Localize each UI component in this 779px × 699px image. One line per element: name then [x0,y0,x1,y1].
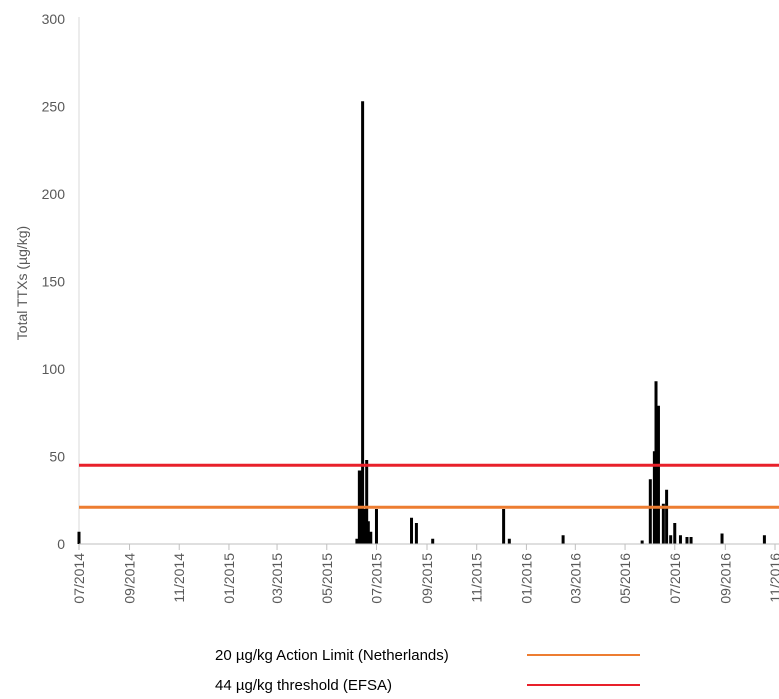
bar [656,405,660,544]
y-tick-label: 0 [57,536,65,552]
bar [669,535,673,544]
bar [654,381,658,544]
bar [431,538,435,544]
bars [77,101,766,544]
bar [720,533,724,544]
bar [366,521,370,544]
bar [665,489,669,544]
x-ticks: 07/2014 09/2014 11/2014 01/2015 03/2015 05/20… [71,544,779,604]
bar [762,535,766,544]
legend: 20 µg/kg Action Limit (Netherlands) 44 µg… [215,647,640,694]
bar [365,460,369,544]
reference-lines [79,463,779,509]
x-tick-label: 07/2015 [368,553,384,604]
bar [77,531,81,544]
bar [507,538,511,544]
y-ticks: 0 50 100 150 200 250 300 [42,11,66,552]
bar [561,535,565,544]
x-tick-label: 11/2016 [767,553,779,603]
bar [640,540,644,544]
bar [369,531,373,544]
bar [502,509,506,544]
y-tick-label: 50 [49,449,65,465]
bar [414,523,418,544]
y-tick-label: 100 [42,361,66,377]
y-axis-label: Total TTXs (µg/kg) [14,226,30,340]
bar [410,517,414,544]
legend-label: 20 µg/kg Action Limit (Netherlands) [215,647,449,664]
x-tick-label: 09/2016 [717,553,733,604]
bar [689,537,693,544]
x-tick-label: 07/2016 [667,553,683,604]
x-tick-label: 03/2016 [567,553,583,604]
bar [363,509,367,544]
legend-label: 44 µg/kg threshold (EFSA) [215,677,392,694]
x-tick-label: 09/2015 [419,553,435,604]
x-tick-label: 11/2015 [469,553,485,603]
bar [685,537,689,544]
y-tick-label: 300 [42,11,66,27]
x-tick-label: 03/2015 [269,553,285,604]
y-tick-label: 200 [42,186,66,202]
bar [661,503,665,544]
x-tick-label: 07/2014 [71,553,87,604]
y-tick-label: 250 [42,99,66,115]
x-tick-label: 11/2014 [171,553,187,603]
bar [374,509,378,544]
bar [355,538,359,544]
x-tick-label: 05/2015 [319,553,335,604]
y-tick-label: 150 [42,274,66,290]
x-tick-label: 01/2016 [518,553,534,604]
bar [652,451,656,544]
x-tick-label: 01/2015 [221,553,237,604]
bar [678,535,682,544]
bar [361,101,365,544]
x-tick-label: 05/2016 [617,553,633,604]
bar [673,523,677,544]
x-tick-label: 09/2014 [122,553,138,604]
bar [648,479,652,544]
